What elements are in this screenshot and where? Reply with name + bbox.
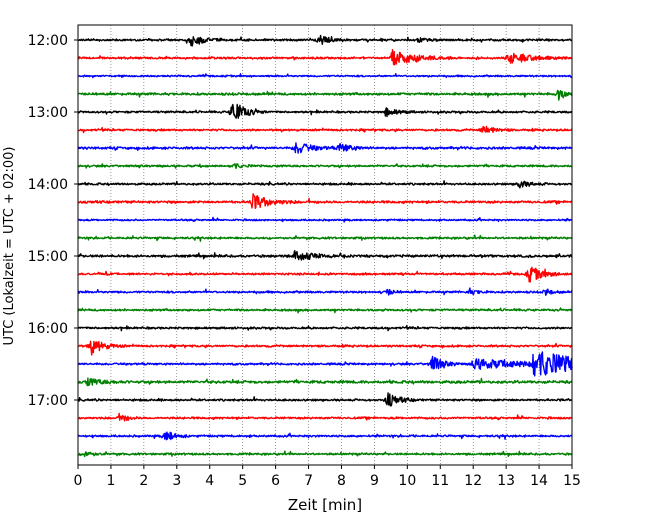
trace-1645 (77, 377, 573, 387)
trace-1400 (77, 180, 573, 189)
trace-1730 (77, 431, 573, 441)
trace-1745 (77, 450, 573, 458)
x-tick-label: 5 (238, 473, 247, 489)
trace-1345 (77, 163, 573, 170)
plot-frame (77, 24, 573, 466)
trace-1515 (77, 266, 573, 283)
trace-1300 (77, 103, 573, 119)
y-tick-label: 17:00 (28, 393, 68, 409)
x-axis-ticks: 0 1 2 3 4 5 6 7 8 9 10 11 12 13 14 15 (74, 465, 581, 489)
x-tick-label: 0 (74, 473, 83, 489)
x-tick-label: 1 (106, 473, 115, 489)
y-axis-label: UTC (Lokalzeit = UTC + 02:00) (2, 147, 17, 346)
trace-1415 (77, 193, 573, 210)
x-tick-label: 8 (337, 473, 346, 489)
trace-1500 (77, 249, 573, 261)
trace-1430 (77, 216, 573, 223)
trace-1200 (77, 34, 573, 47)
x-tick-label: 7 (304, 473, 313, 489)
trace-1630 (77, 351, 573, 377)
y-tick-label: 14:00 (28, 177, 68, 193)
x-tick-label: 6 (271, 473, 280, 489)
trace-1715 (77, 412, 573, 422)
x-tick-label: 15 (563, 473, 581, 489)
trace-1530 (77, 287, 573, 296)
x-tick-label: 13 (497, 473, 515, 489)
x-tick-label: 9 (370, 473, 379, 489)
x-tick-label: 10 (398, 473, 416, 489)
x-gridlines (110, 25, 540, 465)
y-tick-label: 15:00 (28, 249, 68, 265)
y-axis-ticks: 12:00 13:00 14:00 15:00 16:00 17:00 (28, 33, 78, 409)
trace-1330 (77, 142, 573, 154)
x-tick-label: 2 (139, 473, 148, 489)
trace-1615 (77, 340, 573, 356)
trace-1315 (77, 125, 573, 134)
y-tick-label: 13:00 (28, 105, 68, 121)
trace-1600 (77, 324, 573, 332)
x-tick-label: 12 (464, 473, 482, 489)
trace-1215 (77, 49, 573, 66)
y-tick-label: 12:00 (28, 33, 68, 49)
x-tick-label: 14 (530, 473, 548, 489)
trace-1230 (77, 72, 573, 79)
seismogram-traces (77, 34, 573, 458)
x-tick-label: 4 (205, 473, 214, 489)
trace-1445 (77, 234, 573, 242)
trace-1545 (77, 307, 573, 314)
x-axis-label: Zeit [min] (288, 496, 362, 514)
x-tick-label: 11 (431, 473, 449, 489)
trace-1245 (77, 89, 573, 101)
trace-1700 (77, 392, 573, 407)
y-tick-label: 16:00 (28, 321, 68, 337)
x-tick-label: 3 (172, 473, 181, 489)
